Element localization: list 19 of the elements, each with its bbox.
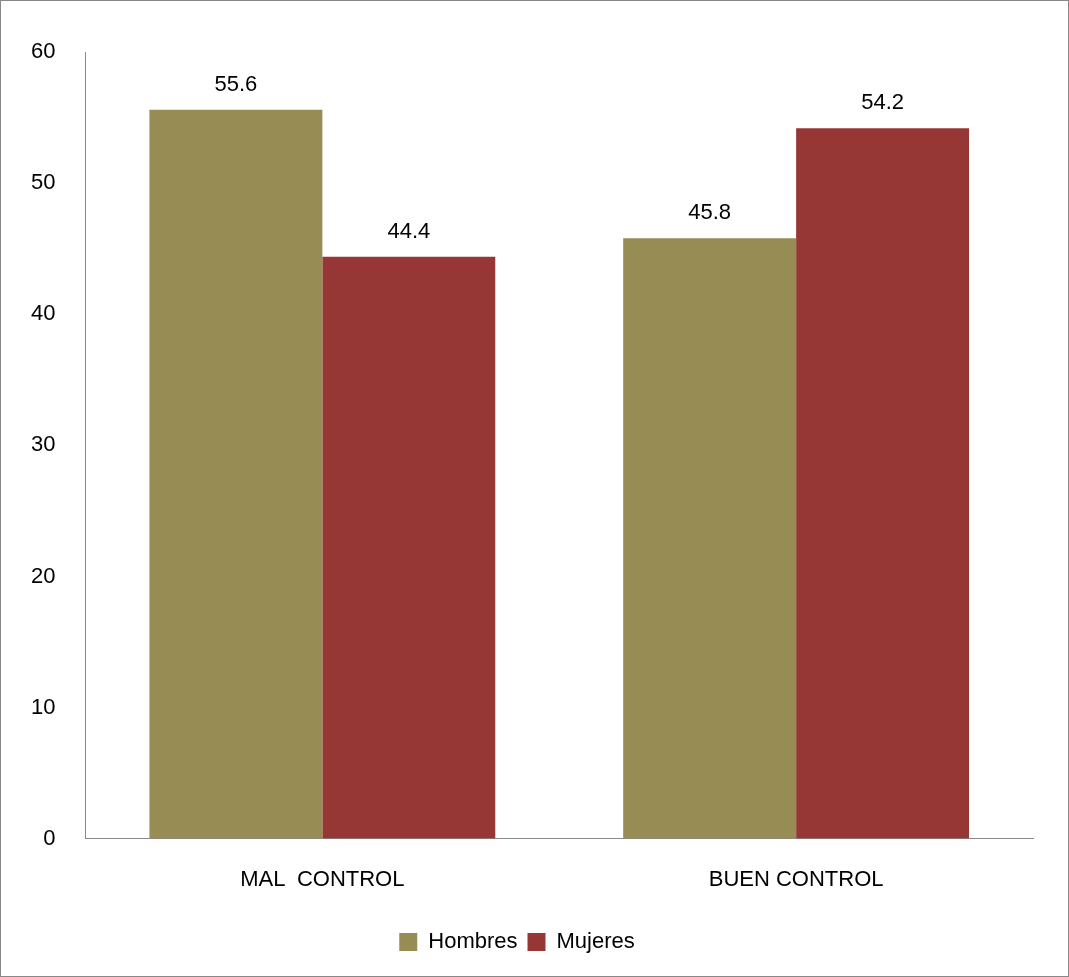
- x-tick-label: BUEN CONTROL: [708, 865, 884, 891]
- bar: [796, 128, 970, 839]
- bar: [623, 238, 797, 839]
- y-tick-label: 0: [43, 824, 56, 850]
- bar: [322, 256, 496, 839]
- y-tick-label: 60: [30, 38, 56, 64]
- x-tick-label: MAL CONTROL: [240, 865, 405, 891]
- y-tick-label: 40: [30, 300, 56, 326]
- y-tick-label: 10: [30, 693, 56, 719]
- data-label: 45.8: [688, 199, 732, 225]
- data-label: 44.4: [387, 217, 431, 243]
- bar: [149, 109, 323, 839]
- legend-label: Hombres: [428, 928, 518, 954]
- y-tick-label: 20: [30, 562, 56, 588]
- legend-label: Mujeres: [556, 928, 635, 954]
- y-tick-label: 30: [30, 431, 56, 457]
- y-tick-label: 50: [30, 169, 56, 195]
- data-label: 54.2: [861, 89, 904, 115]
- data-label: 55.6: [214, 70, 258, 96]
